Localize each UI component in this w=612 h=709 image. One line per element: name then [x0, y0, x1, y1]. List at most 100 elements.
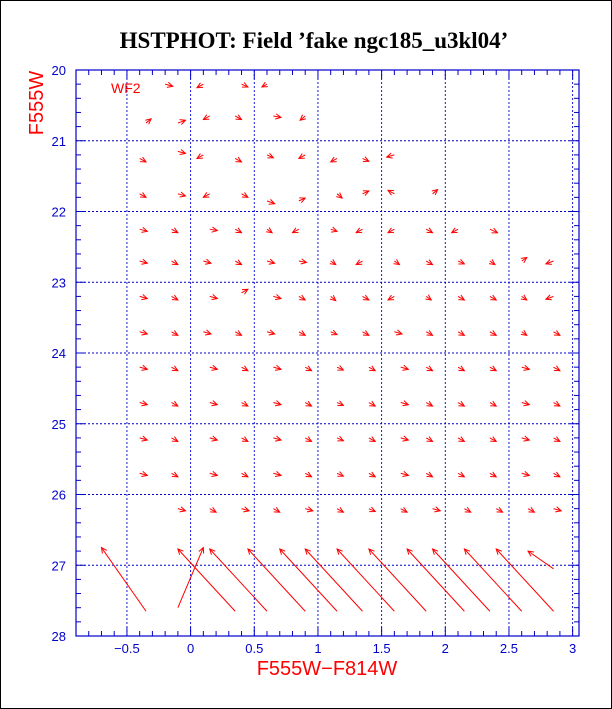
vector-shaft	[171, 366, 179, 372]
vector-shaft	[457, 402, 465, 407]
vector-arrow	[177, 546, 205, 608]
vector-head	[337, 471, 345, 477]
vector-arrow	[203, 258, 213, 265]
vector-head	[141, 329, 149, 336]
vector-arrow	[386, 294, 395, 301]
vector-shaft	[553, 508, 562, 512]
vector-head	[275, 400, 283, 407]
vector-head	[527, 550, 535, 557]
vector-head	[241, 192, 249, 198]
x-tick-label: −0.5	[114, 641, 140, 656]
vector-shaft	[273, 508, 280, 513]
vector-head	[202, 192, 210, 198]
vector-arrow	[336, 548, 395, 612]
vector-arrow	[394, 329, 404, 336]
vector-head	[100, 546, 107, 554]
axis-ticks	[75, 69, 579, 637]
vector-arrow	[241, 471, 249, 478]
vector-arrow	[495, 548, 554, 612]
vector-head	[426, 365, 434, 372]
x-tick-label: 2	[442, 641, 449, 656]
vector-arrow	[336, 192, 344, 199]
vector-arrow	[241, 192, 249, 198]
vector-arrow	[278, 548, 338, 612]
vector-head	[235, 227, 243, 234]
vector-head	[235, 259, 243, 266]
vector-head	[304, 548, 311, 555]
vector-head	[243, 506, 251, 513]
vector-shaft	[196, 83, 204, 89]
x-tick-label: 0.5	[245, 641, 263, 656]
vector-head	[305, 471, 313, 478]
vector-shaft	[425, 228, 433, 234]
vector-head	[544, 259, 552, 265]
vector-shaft	[241, 437, 249, 442]
y-tick-label: 20	[52, 63, 66, 78]
vector-arrow	[177, 506, 187, 513]
vector-head	[490, 400, 498, 407]
vector-arrow	[393, 259, 401, 266]
vector-shaft	[171, 260, 179, 265]
vector-arrow	[489, 330, 498, 336]
vector-arrow	[273, 506, 281, 513]
vector-head	[369, 471, 377, 478]
vector-head	[210, 506, 218, 513]
vector-head	[141, 400, 149, 407]
vector-arrow	[195, 153, 204, 159]
vector-arrow	[553, 436, 561, 442]
vector-shaft	[177, 193, 186, 197]
vector-shaft	[304, 402, 312, 407]
vector-arrow	[273, 364, 283, 371]
vector-shaft	[304, 366, 312, 372]
vector-arrow	[488, 259, 496, 266]
vector-arrow	[457, 294, 466, 301]
vector-arrow	[241, 365, 249, 372]
vector-arrow	[139, 156, 148, 163]
vector-arrow	[139, 471, 149, 477]
vector-shaft	[241, 508, 250, 512]
vector-head	[202, 114, 210, 121]
vector-head	[179, 506, 187, 513]
vector-head	[463, 548, 471, 555]
vector-shaft	[273, 402, 282, 406]
vector-arrow	[425, 227, 434, 234]
vector-shaft	[464, 548, 523, 612]
vector-shaft	[457, 472, 465, 478]
x-axis-label: F555W−F814W	[257, 658, 398, 680]
vector-shaft	[368, 437, 376, 442]
y-axis-label: F555W	[26, 71, 48, 136]
vector-arrow	[139, 294, 149, 301]
vector-arrow	[234, 330, 243, 336]
vector-arrow	[520, 329, 528, 336]
vector-shaft	[209, 366, 218, 370]
vector-head	[268, 329, 276, 336]
vector-shaft	[273, 366, 282, 370]
vector-shaft	[406, 548, 465, 612]
vector-shaft	[457, 260, 465, 265]
vector-shaft	[203, 193, 210, 198]
vector-arrow	[209, 226, 219, 233]
vector-head	[141, 258, 149, 265]
vector-shaft	[425, 472, 433, 478]
vector-shaft	[464, 508, 472, 513]
vector-shaft	[139, 472, 148, 476]
vector-arrow	[368, 400, 377, 407]
vector-head	[141, 435, 149, 442]
vector-arrow	[385, 152, 395, 159]
vector-head	[171, 330, 179, 336]
vector-arrow	[386, 189, 395, 196]
chart-title: HSTPHOT: Field ’fake ngc185_u3kl04’	[120, 28, 509, 53]
vector-arrow	[273, 471, 283, 477]
vector-head	[299, 294, 307, 301]
vector-shaft	[139, 402, 148, 406]
vector-head	[369, 506, 377, 513]
vector-shaft	[234, 158, 242, 163]
vector-shaft	[203, 260, 212, 264]
vector-arrow	[260, 81, 268, 88]
vector-shaft	[425, 402, 433, 407]
vector-arrow	[400, 400, 410, 407]
vector-arrow	[400, 435, 410, 442]
vector-shaft	[400, 366, 409, 370]
vector-head	[275, 113, 283, 120]
vector-head	[523, 364, 531, 371]
